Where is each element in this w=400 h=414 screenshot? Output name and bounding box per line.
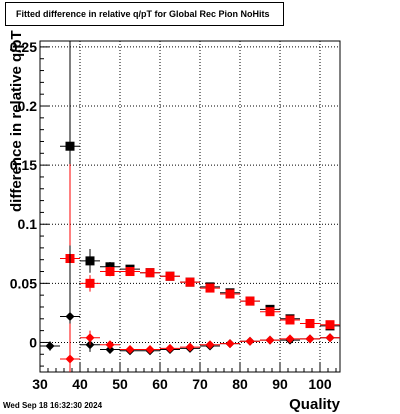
plot-border xyxy=(39,40,341,373)
x-tick-label: 40 xyxy=(72,376,88,392)
data-point-diamond xyxy=(245,336,255,346)
data-point-diamond xyxy=(65,311,75,321)
x-tick-label: 30 xyxy=(32,376,48,392)
data-point-square xyxy=(265,307,275,317)
data-point-square xyxy=(65,141,75,151)
plot-frame xyxy=(39,40,341,373)
data-point-diamond xyxy=(45,341,55,351)
data-point-square xyxy=(85,256,95,266)
series-layer xyxy=(40,41,340,372)
y-axis-label: difference in relative q/pT xyxy=(8,30,25,212)
y-tick-label: 0.2 xyxy=(18,98,38,114)
data-point-square xyxy=(205,283,215,293)
data-point-square xyxy=(305,319,315,329)
grid-layer xyxy=(40,41,340,372)
chart-title: Fitted difference in relative q/pT for G… xyxy=(16,9,270,19)
data-point-diamond xyxy=(145,345,155,355)
x-tick-label: 90 xyxy=(272,376,288,392)
y-tick-label: 0.25 xyxy=(10,39,37,55)
data-point-diamond xyxy=(205,340,215,350)
data-point-diamond xyxy=(325,333,335,343)
data-point-diamond xyxy=(65,354,75,364)
y-tick-label: 0.05 xyxy=(10,275,37,291)
data-point-square xyxy=(245,296,255,306)
data-point-square xyxy=(165,271,175,281)
data-point-square xyxy=(105,267,115,277)
data-point-square xyxy=(85,278,95,288)
y-tick-label: 0.1 xyxy=(18,216,38,232)
data-point-diamond xyxy=(85,333,95,343)
x-tick-label: 60 xyxy=(152,376,168,392)
data-point-diamond xyxy=(225,339,235,349)
data-point-square xyxy=(185,277,195,287)
data-point-square xyxy=(225,289,235,299)
x-axis-label: Quality xyxy=(289,396,340,413)
chart-title-box: Fitted difference in relative q/pT for G… xyxy=(5,2,284,26)
timestamp: Wed Sep 18 16:32:30 2024 xyxy=(3,401,103,410)
series-2 xyxy=(40,245,340,372)
x-tick-label: 80 xyxy=(232,376,248,392)
data-point-diamond xyxy=(125,345,135,355)
data-point-diamond xyxy=(265,335,275,345)
data-point-square xyxy=(125,267,135,277)
data-point-square xyxy=(145,268,155,278)
x-tick-label: 70 xyxy=(192,376,208,392)
series-1 xyxy=(60,163,340,354)
x-tick-label: 100 xyxy=(308,376,332,392)
data-point-diamond xyxy=(285,334,295,344)
data-point-square xyxy=(285,315,295,325)
data-point-diamond xyxy=(185,342,195,352)
data-point-diamond xyxy=(165,343,175,353)
x-tick-label: 50 xyxy=(112,376,128,392)
series-3 xyxy=(60,323,340,372)
data-point-diamond xyxy=(105,340,115,350)
y-tick-label: 0.15 xyxy=(10,157,37,173)
data-point-diamond xyxy=(305,334,315,344)
data-point-square xyxy=(325,320,335,330)
axis-ticks: 30 40 50 60 70 80 90 100 0 0.05 0.1 0.15 0.2 0.25 xyxy=(10,39,337,392)
y-tick-label: 0 xyxy=(29,334,37,350)
data-point-diamond xyxy=(105,345,115,355)
